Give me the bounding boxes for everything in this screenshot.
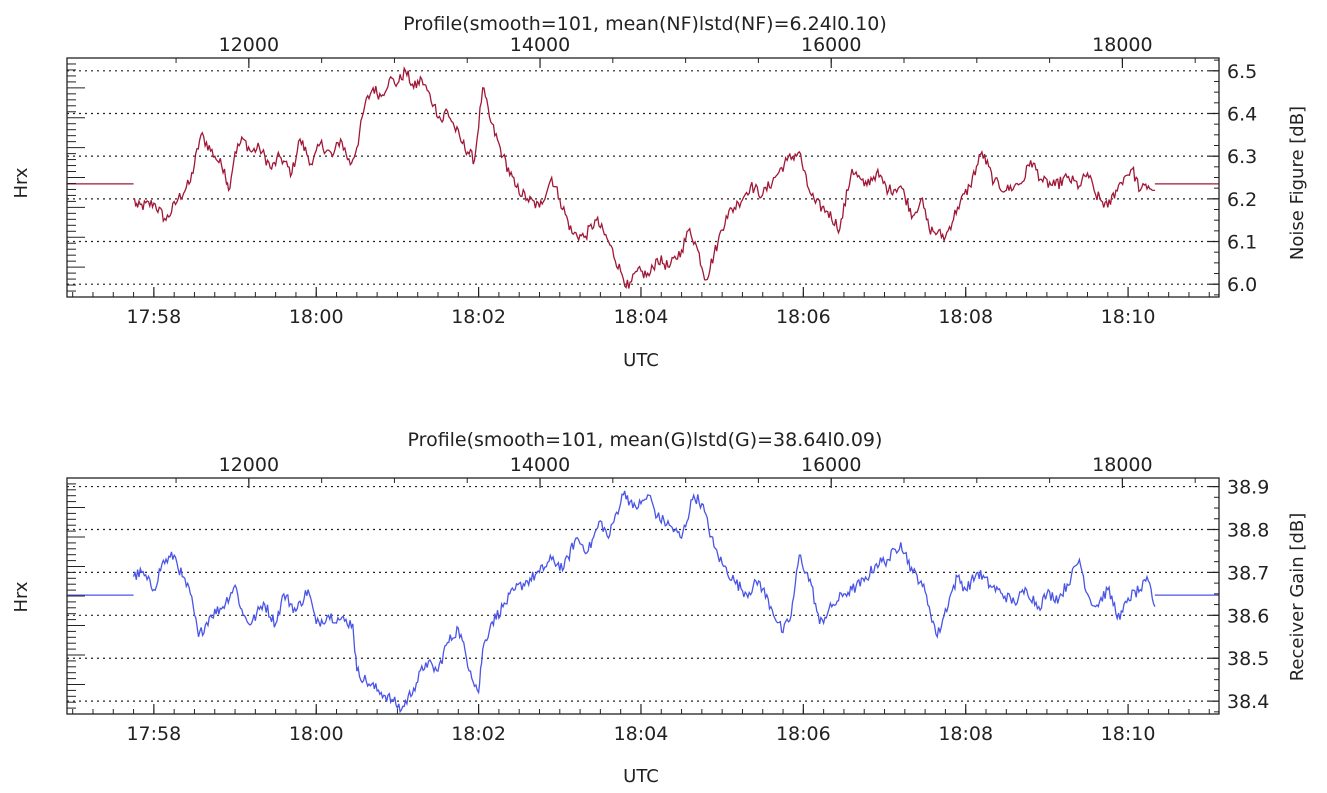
top-tick-label: 18000 bbox=[1092, 34, 1152, 56]
receiver-gain-series-line bbox=[132, 490, 1156, 714]
top-tick-label: 18000 bbox=[1092, 454, 1152, 476]
top-axis-ticks: 12000 14000 16000 18000 bbox=[175, 454, 1196, 488]
x-tick-label: 18:10 bbox=[1101, 723, 1156, 745]
x-tick-label: 18:06 bbox=[776, 306, 831, 328]
noise-figure-series-line bbox=[133, 66, 1155, 289]
y-tick-label: 6.0 bbox=[1227, 274, 1257, 296]
y-tick-label: 6.1 bbox=[1227, 232, 1257, 254]
y-tick-label: 38.6 bbox=[1227, 605, 1269, 627]
top-tick-label: 12000 bbox=[219, 34, 279, 56]
left-axis-label: Hrx bbox=[11, 581, 32, 612]
y-axis-label: Noise Figure [dB] bbox=[1287, 106, 1308, 260]
noise-figure-panel: Profile(smooth=101, mean(NF)lstd(NF)=6.2… bbox=[11, 13, 1308, 371]
y-tick-label: 6.2 bbox=[1227, 189, 1257, 211]
chart-title: Profile(smooth=101, mean(NF)lstd(NF)=6.2… bbox=[403, 13, 887, 35]
x-tick-label: 18:02 bbox=[451, 723, 506, 745]
left-axis-minor-ticks bbox=[67, 57, 85, 298]
x-tick-label: 18:00 bbox=[289, 306, 344, 328]
grid-lines bbox=[67, 70, 1219, 285]
y-tick-label: 6.5 bbox=[1227, 61, 1257, 83]
x-tick-label: 17:58 bbox=[126, 306, 181, 328]
top-tick-label: 16000 bbox=[801, 454, 861, 476]
x-tick-label: 18:04 bbox=[614, 723, 669, 745]
top-tick-label: 16000 bbox=[801, 34, 861, 56]
plot-frame bbox=[66, 57, 1220, 298]
chart-title: Profile(smooth=101, mean(G)lstd(G)=38.64… bbox=[408, 429, 883, 451]
y-axis-ticks: 6.0 6.1 6.2 6.3 6.4 6.5 bbox=[1209, 59, 1257, 296]
receiver-gain-panel: Profile(smooth=101, mean(G)lstd(G)=38.64… bbox=[11, 429, 1308, 787]
x-axis-label: UTC bbox=[623, 766, 659, 787]
top-axis-ticks: 12000 14000 16000 18000 bbox=[175, 34, 1196, 68]
x-tick-label: 18:02 bbox=[451, 306, 506, 328]
grid-lines bbox=[67, 485, 1219, 702]
y-axis-ticks: 38.4 38.5 38.6 38.7 38.8 38.9 bbox=[1209, 477, 1269, 713]
top-tick-label: 12000 bbox=[219, 454, 279, 476]
y-tick-label: 6.3 bbox=[1227, 146, 1257, 168]
y-tick-label: 6.4 bbox=[1227, 103, 1257, 125]
x-tick-label: 18:10 bbox=[1101, 306, 1156, 328]
x-tick-label: 17:58 bbox=[126, 723, 181, 745]
left-axis-minor-ticks bbox=[67, 477, 85, 715]
x-axis-ticks: 17:58 18:00 18:02 18:04 18:06 18:08 18:10 bbox=[72, 287, 1210, 328]
x-tick-label: 18:04 bbox=[614, 306, 669, 328]
top-tick-label: 14000 bbox=[510, 34, 570, 56]
x-tick-label: 18:00 bbox=[289, 723, 344, 745]
x-tick-label: 18:08 bbox=[938, 723, 993, 745]
y-tick-label: 38.7 bbox=[1227, 562, 1269, 584]
x-axis-label: UTC bbox=[623, 350, 659, 371]
y-tick-label: 38.8 bbox=[1227, 519, 1269, 541]
x-axis-ticks: 17:58 18:00 18:02 18:04 18:06 18:08 18:10 bbox=[72, 704, 1210, 745]
y-axis-label: Receiver Gain [dB] bbox=[1287, 513, 1308, 682]
x-tick-label: 18:08 bbox=[938, 306, 993, 328]
y-tick-label: 38.9 bbox=[1227, 477, 1269, 499]
x-tick-label: 18:06 bbox=[776, 723, 831, 745]
y-tick-label: 38.4 bbox=[1227, 691, 1269, 713]
top-tick-label: 14000 bbox=[510, 454, 570, 476]
left-axis-label: Hrx bbox=[11, 167, 32, 198]
y-tick-label: 38.5 bbox=[1227, 648, 1269, 670]
